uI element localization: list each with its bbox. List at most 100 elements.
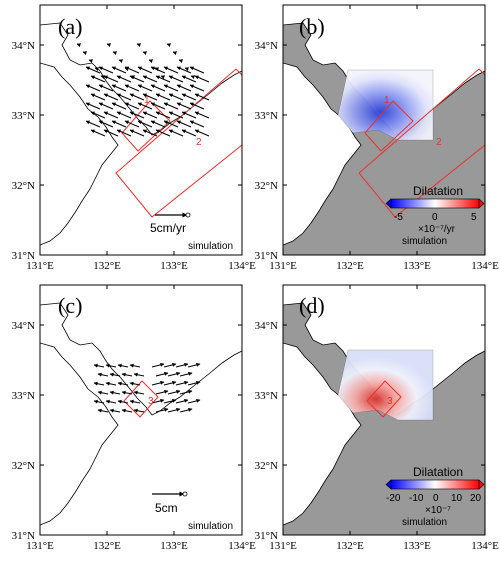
fault-segment-1 <box>121 100 171 152</box>
vector-arrow <box>117 363 129 368</box>
lat-tick-label: 34°N <box>255 40 278 52</box>
scale-circle-c <box>182 491 188 497</box>
dilatation-field <box>338 350 433 420</box>
vector-arrow <box>178 59 184 64</box>
vector-arrow <box>168 93 184 101</box>
vector-arrow <box>179 389 193 395</box>
vector-arrow <box>187 380 201 386</box>
colorbar-d-tick-2: 0 <box>433 493 439 504</box>
vector-arrow <box>124 67 130 72</box>
vector-arrow <box>111 102 127 110</box>
vector-arrow <box>93 381 105 386</box>
lon-tick-label: 132°E <box>336 540 364 552</box>
colorbar-d-min-triangle <box>385 479 392 490</box>
vector-arrow <box>189 84 205 92</box>
vector-arrow <box>133 390 145 395</box>
vector-arrow <box>82 51 88 56</box>
lon-tick-label: 131°E <box>26 260 54 272</box>
vector-arrow <box>117 399 129 404</box>
vector-arrow <box>194 129 210 137</box>
vector-arrow <box>163 362 177 368</box>
vector-arrow <box>181 129 197 137</box>
vector-arrow <box>129 93 145 101</box>
panel-label-b: (b) <box>299 14 325 39</box>
vector-arrow <box>187 362 201 368</box>
vector-arrow <box>130 75 136 80</box>
vector-arrow <box>90 93 106 101</box>
lat-tick-label: 33°N <box>255 390 278 402</box>
vector-arrow <box>109 372 121 377</box>
colorbar-b-min-triangle <box>385 198 392 209</box>
vector-arrow <box>121 372 133 377</box>
lon-tick-label: 132°E <box>93 540 121 552</box>
vector-arrow <box>189 120 205 128</box>
fault-segment-2 <box>115 68 242 218</box>
vector-arrow <box>129 363 141 368</box>
vector-arrow <box>85 84 101 92</box>
vector-arrow <box>116 93 132 101</box>
vector-arrow <box>129 129 145 137</box>
vector-arrow <box>163 398 177 404</box>
panel-label-c: (c) <box>58 293 82 318</box>
displacement-vectors <box>76 43 210 137</box>
lat-tick-label: 32°N <box>12 460 35 472</box>
vector-arrow <box>189 66 205 74</box>
lon-tick-label: 133°E <box>160 260 188 272</box>
colorbar-b-tick-2: 5 <box>471 212 477 223</box>
vector-arrow <box>163 380 177 386</box>
vector-arrow <box>129 399 141 404</box>
vector-arrow <box>124 84 140 92</box>
vector-arrow <box>109 408 121 413</box>
colorbar-d-tick-0: -20 <box>386 493 401 504</box>
vector-arrow <box>137 102 153 110</box>
vector-arrow <box>176 102 192 110</box>
vector-arrow <box>111 66 127 74</box>
lon-tick-label: 132°E <box>336 260 364 272</box>
vector-arrow <box>98 102 114 110</box>
segment-label-d3: 3 <box>387 396 393 407</box>
vector-arrow <box>85 120 101 128</box>
segment-label-b2: 2 <box>436 137 442 148</box>
lon-tick-label: 134°E <box>471 540 499 552</box>
vector-arrow <box>151 398 165 404</box>
vector-arrow <box>142 129 158 137</box>
vector-arrow <box>179 371 193 377</box>
vector-arrow <box>94 67 100 72</box>
vector-arrow <box>100 75 106 80</box>
fault-segment-2 <box>358 68 485 218</box>
vector-arrow <box>98 120 114 128</box>
vector-arrow <box>142 111 158 119</box>
lon-tick-label: 133°E <box>403 260 431 272</box>
colorbar-d-unit: ×10⁻⁷ <box>425 505 451 516</box>
vector-arrow <box>136 43 142 48</box>
vector-arrow <box>97 408 109 413</box>
colorbar-b-tick-0: -5 <box>394 212 403 223</box>
vector-arrow <box>167 389 181 395</box>
vector-arrow <box>111 84 127 92</box>
panel-label-d: (d) <box>299 293 325 318</box>
vector-arrow <box>160 75 166 80</box>
lat-tick-label: 31°N <box>12 250 35 262</box>
vector-arrow <box>90 75 106 83</box>
vector-arrow <box>167 407 181 413</box>
vector-arrow <box>150 102 166 110</box>
vector-arrow <box>181 111 197 119</box>
vector-arrow <box>93 399 105 404</box>
vector-arrow <box>106 43 112 48</box>
lon-tick-label: 134°E <box>228 260 256 272</box>
vector-arrow <box>194 93 210 101</box>
colorbar-d-tick-3: 10 <box>451 493 463 504</box>
vector-arrow <box>121 408 133 413</box>
lat-tick-label: 34°N <box>12 320 35 332</box>
lat-tick-label: 33°N <box>255 110 278 122</box>
segment-label-a2: 2 <box>196 137 202 148</box>
vector-arrow <box>118 59 124 64</box>
vector-arrow <box>148 59 154 64</box>
lat-tick-label: 34°N <box>12 40 35 52</box>
vector-arrow <box>168 75 184 83</box>
segment-label-b1: 1 <box>384 95 390 106</box>
vector-arrow <box>105 363 117 368</box>
lat-tick-label: 31°N <box>12 530 35 542</box>
